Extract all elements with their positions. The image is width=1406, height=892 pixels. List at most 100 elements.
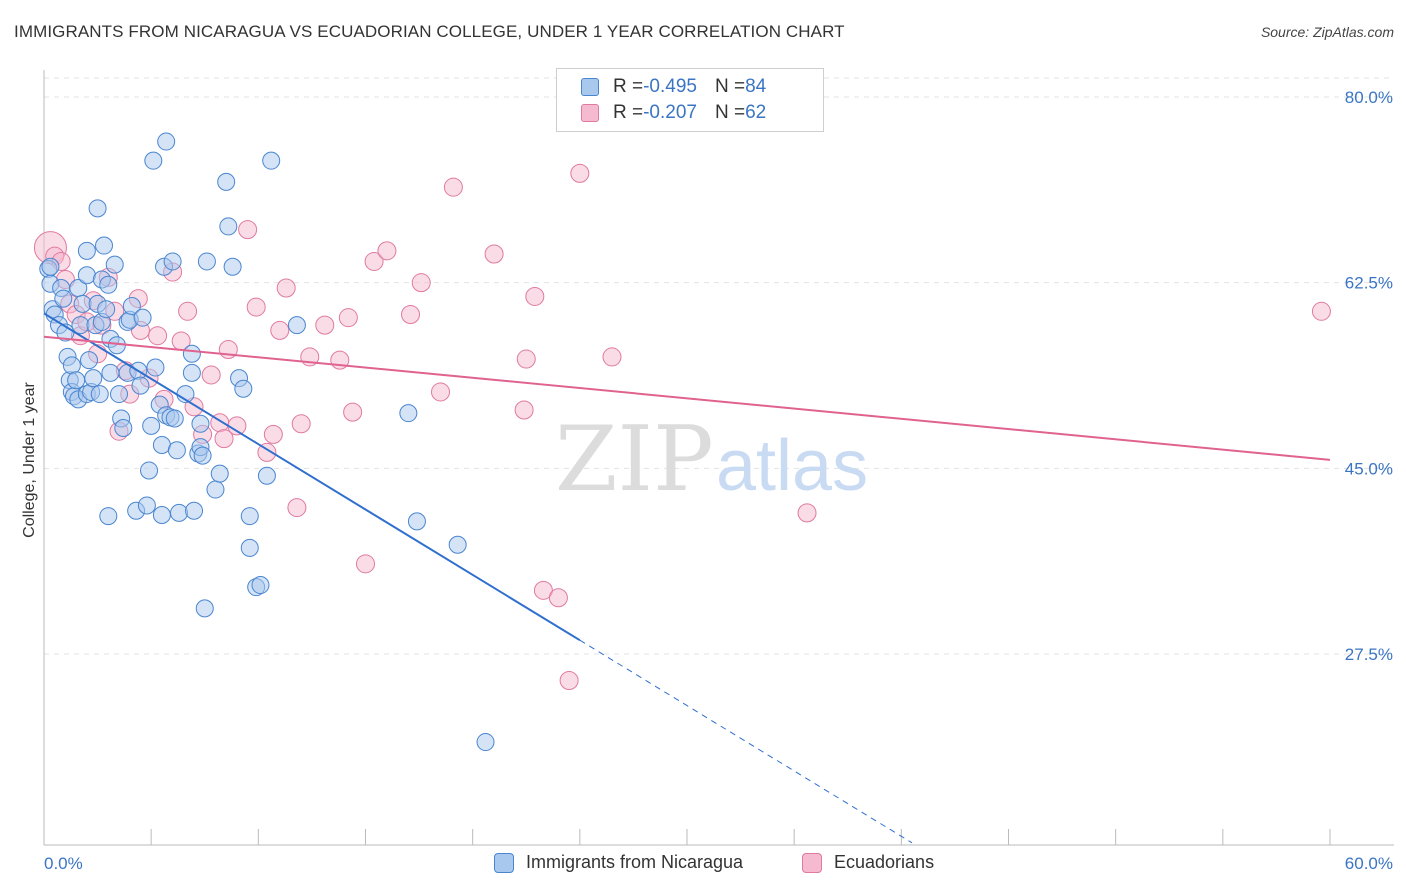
ecuadorians-point (291, 414, 311, 434)
legend-swatch-pink (802, 852, 822, 873)
legend-r-value: -0.495 (643, 76, 697, 97)
nicaragua-point (185, 501, 204, 520)
ecuadorians-point (270, 320, 290, 340)
nicaragua-point (476, 733, 495, 752)
nicaragua-point (140, 461, 159, 480)
ecuadorians-point (238, 220, 258, 240)
ecuadorians-point (356, 554, 375, 574)
nicaragua-point (152, 435, 171, 454)
legend-row-ecuadorians: R = -0.207 N = 62 (581, 101, 766, 125)
y-tick-label: 80.0% (1345, 88, 1393, 107)
nicaragua-point (251, 576, 270, 595)
x-tick-label: 0.0% (44, 854, 83, 873)
series-legend: Immigrants from Nicaragua Ecuadorians (0, 852, 1406, 878)
nicaragua-point (77, 241, 96, 260)
nicaragua-point (163, 252, 182, 271)
watermark-zip: ZIP (555, 407, 714, 512)
nicaragua-point (195, 599, 214, 618)
watermark: ZIP atlas (555, 407, 868, 512)
legend-swatch-blue (494, 852, 514, 873)
nicaragua-point (240, 507, 259, 526)
ecuadorians-point (287, 498, 307, 518)
nicaragua-point (191, 414, 210, 433)
legend-n-label: N = (714, 76, 746, 97)
nicaragua-point (77, 266, 96, 285)
ecuadorians-point (201, 365, 221, 385)
ecuadorians-points (33, 163, 1331, 691)
nicaragua-point (146, 358, 165, 377)
nicaragua-point (122, 297, 141, 316)
correlation-legend: R = -0.495 N = 84 R = -0.207 N = 62 (556, 68, 824, 132)
y-tick-label: 45.0% (1345, 459, 1393, 478)
nicaragua-point (223, 257, 242, 276)
ecuadorians-point (246, 297, 266, 317)
legend-swatch-pink (581, 104, 599, 122)
nicaragua-point (67, 371, 86, 390)
tick-labels: 27.5% 45.0% 62.5% 80.0% 0.0% 60.0% (44, 88, 1393, 873)
nicaragua-point (210, 464, 229, 483)
ecuadorians-point (797, 503, 817, 523)
legend-r-label: R = (613, 102, 644, 123)
ecuadorians-point (533, 580, 553, 600)
nicaragua-point (73, 294, 92, 313)
nicaragua-point (407, 512, 426, 531)
y-tick-label: 62.5% (1345, 274, 1393, 293)
chart-title: IMMIGRANTS FROM NICARAGUA VS ECUADORIAN … (14, 22, 845, 41)
ecuadorians-point (214, 429, 234, 449)
nicaragua-point (80, 351, 99, 370)
legend-label-nicaragua: Immigrants from Nicaragua (526, 852, 744, 872)
nicaragua-point (234, 379, 253, 398)
nicaragua-point (287, 316, 306, 335)
nicaragua-point (399, 404, 418, 423)
ecuadorians-point (401, 304, 421, 324)
ecuadorians-point (516, 349, 536, 369)
trend-lines (43, 312, 1331, 844)
ecuadorians-trend-line (43, 335, 1331, 461)
ecuadorians-point (377, 241, 397, 261)
y-tick-label: 27.5% (1345, 645, 1393, 664)
nicaragua-point (257, 466, 276, 485)
nicaragua-point (41, 257, 60, 276)
nicaragua-point (144, 151, 163, 170)
ecuadorians-point (315, 315, 335, 335)
watermark-atlas: atlas (716, 426, 868, 506)
ecuadorians-point (484, 244, 504, 264)
nicaragua-point (95, 236, 114, 255)
legend-swatch-blue (581, 78, 599, 96)
nicaragua-point (101, 363, 120, 382)
ecuadorians-point (257, 442, 277, 462)
legend-item-nicaragua[interactable]: Immigrants from Nicaragua (494, 852, 743, 873)
ecuadorians-point (602, 347, 622, 367)
legend-n-value: 84 (745, 76, 767, 97)
legend-n-value: 62 (745, 102, 767, 123)
nicaragua-point (262, 151, 281, 170)
nicaragua-point (114, 419, 133, 438)
nicaragua-point (197, 252, 216, 271)
source-credit: Source: ZipAtlas.com (1260, 24, 1394, 40)
nicaragua-point (448, 535, 467, 554)
nicaragua-point (240, 538, 259, 557)
ecuadorians-point (431, 382, 451, 402)
gridlines (44, 77, 1394, 655)
legend-item-ecuadorians[interactable]: Ecuadorians (802, 852, 934, 873)
ecuadorians-point (1311, 301, 1331, 321)
ecuadorians-point (148, 326, 168, 346)
nicaragua-point (193, 446, 212, 465)
nicaragua-point (157, 132, 176, 151)
axes (43, 70, 1394, 846)
nicaragua-point (206, 480, 225, 499)
ecuadorians-point (411, 273, 431, 293)
nicaragua-trend-extension (579, 639, 913, 844)
legend-r-value: -0.207 (643, 102, 697, 123)
ecuadorians-point (443, 177, 463, 197)
legend-r-label: R = (613, 76, 644, 97)
nicaragua-point (142, 416, 161, 435)
nicaragua-point (97, 300, 116, 319)
ecuadorians-point (263, 424, 283, 444)
nicaragua-point (131, 376, 150, 395)
ecuadorians-point (178, 301, 198, 321)
nicaragua-point (133, 308, 152, 327)
nicaragua-point (84, 369, 103, 388)
nicaragua-point (90, 385, 109, 404)
